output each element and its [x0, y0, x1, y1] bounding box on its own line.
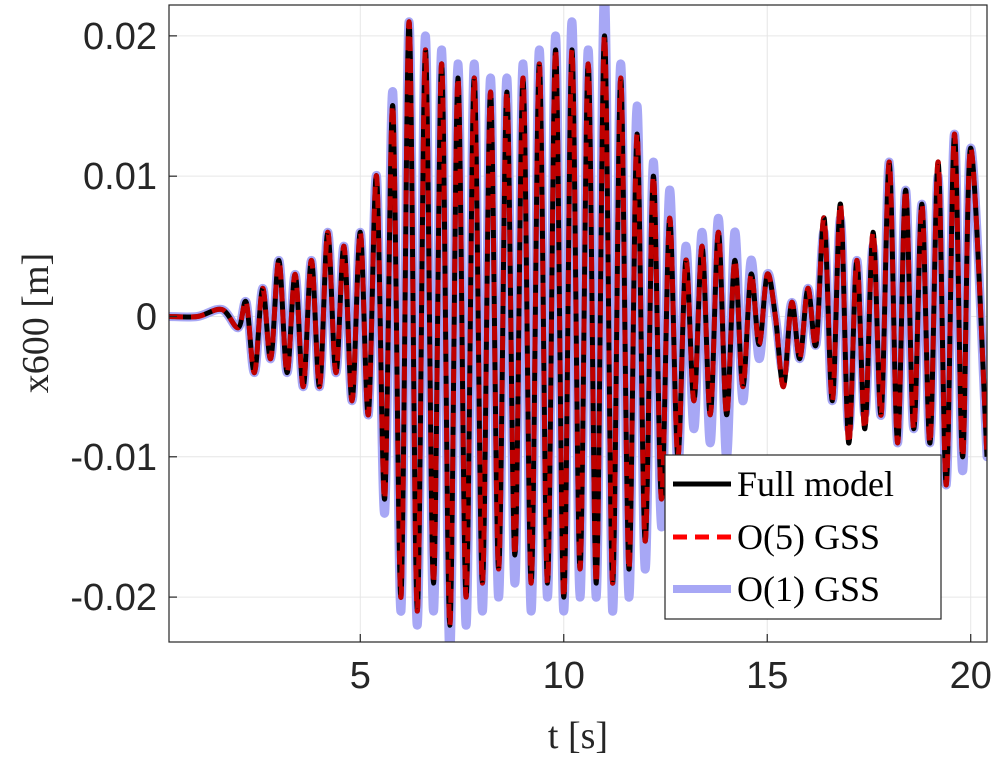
legend-label-o5-gss: O(5) GSS — [737, 517, 880, 557]
legend-label-o1-gss: O(1) GSS — [737, 569, 880, 609]
y-tick-label: -0.01 — [70, 437, 157, 479]
y-tick-label: 0.02 — [83, 16, 157, 58]
x-ticks: 5 10 15 20 — [350, 634, 992, 697]
series-group — [169, 5, 987, 642]
x-tick-label: 10 — [543, 655, 585, 697]
y-tick-label: 0.01 — [83, 156, 157, 198]
series-line-o-5-gss — [169, 19, 987, 628]
x-tick-label: 20 — [950, 655, 992, 697]
y-ticks: 0.02 0.01 0 -0.01 -0.02 — [70, 16, 177, 619]
legend: Full model O(5) GSS O(1) GSS — [664, 454, 942, 620]
x-tick-label: 5 — [350, 655, 371, 697]
legend-label-full-model: Full model — [737, 464, 894, 504]
x-axis-label: t [s] — [548, 715, 608, 757]
y-tick-label: -0.02 — [70, 577, 157, 619]
x-tick-label: 15 — [746, 655, 788, 697]
y-tick-label: 0 — [136, 296, 157, 338]
y-axis-label: x600 [m] — [15, 253, 57, 393]
plot-frame — [168, 4, 988, 643]
